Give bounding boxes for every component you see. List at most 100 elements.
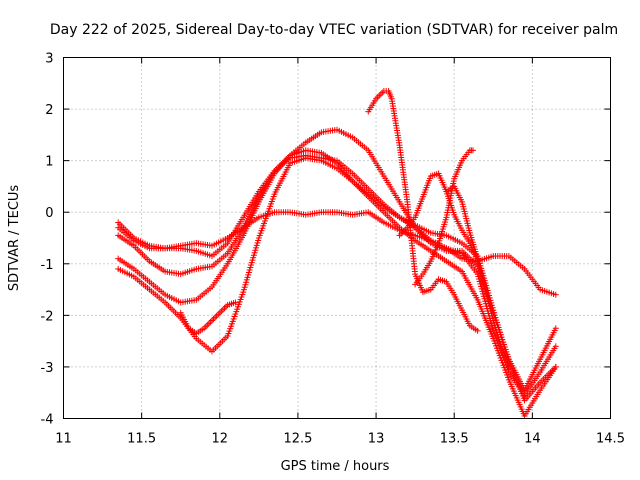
x-tick-label: 13 — [368, 432, 385, 447]
trace-point — [184, 323, 191, 330]
trace-point — [207, 285, 214, 292]
trace-point — [395, 196, 402, 203]
trace-point — [204, 322, 211, 329]
trace-point — [202, 323, 209, 330]
trace-point — [481, 284, 488, 291]
trace-point — [505, 353, 512, 360]
trace-point — [160, 267, 167, 274]
trace-point — [144, 277, 151, 284]
trace-point — [450, 209, 457, 216]
trace-point — [536, 358, 543, 365]
trace-point — [449, 289, 456, 296]
trace-point — [347, 168, 354, 175]
trace-point — [300, 141, 307, 148]
trace-point — [489, 325, 496, 332]
trace-point — [441, 256, 448, 263]
trace-point — [418, 273, 425, 280]
x-tick-label: 14.5 — [596, 432, 625, 447]
trace-point — [473, 253, 480, 260]
trace-point — [505, 361, 512, 368]
trace-point — [213, 312, 220, 319]
trace-point — [457, 196, 464, 203]
trace-point — [199, 326, 206, 333]
trace-point — [434, 242, 441, 249]
trace-point — [270, 193, 277, 200]
trace-point — [441, 232, 448, 239]
x-tick-label: 12 — [212, 432, 229, 447]
trace-point — [442, 216, 449, 223]
trace-point — [379, 170, 386, 177]
trace-point — [144, 244, 151, 251]
y-tick-label: -1 — [41, 258, 54, 273]
trace-point — [387, 93, 394, 100]
trace-point — [222, 241, 229, 248]
chart-title: Day 222 of 2025, Sidereal Day-to-day VTE… — [50, 22, 618, 38]
trace-point — [535, 284, 542, 291]
trace-point — [219, 306, 226, 313]
trace-point — [238, 226, 245, 233]
y-tick-label: 0 — [45, 206, 53, 221]
trace-point — [128, 235, 135, 242]
trace-point — [473, 269, 480, 276]
trace-point — [238, 216, 245, 223]
trace-point — [253, 215, 260, 222]
y-axis-label: SDTVAR / TECUs — [7, 185, 22, 292]
trace-point — [363, 184, 370, 191]
trace-point — [175, 313, 182, 320]
data-point — [216, 309, 223, 316]
trace-point — [488, 253, 495, 260]
trace-point — [441, 246, 448, 253]
x-tick-label: 14 — [524, 432, 541, 447]
trace-point — [410, 216, 417, 223]
trace-point — [254, 201, 261, 208]
trace-point — [175, 298, 182, 305]
trace-point — [425, 246, 432, 253]
trace-point — [457, 304, 464, 311]
trace-point — [128, 272, 135, 279]
trace-point — [519, 264, 526, 271]
trace-point — [331, 164, 338, 171]
trace-point — [269, 209, 276, 216]
trace-point — [218, 308, 225, 315]
trace-point — [457, 267, 464, 274]
trace-point — [425, 287, 432, 294]
trace-point — [207, 319, 214, 326]
trace-point — [456, 239, 463, 246]
trace-point — [377, 91, 384, 98]
trace-point — [441, 278, 448, 285]
trace-point — [191, 266, 198, 273]
trace-point — [160, 290, 167, 297]
data-points — [115, 88, 559, 419]
trace-point — [379, 207, 386, 214]
trace-point — [383, 88, 390, 95]
trace-point — [331, 127, 338, 134]
trace-point — [144, 256, 151, 263]
trace-point — [255, 237, 262, 244]
trace-point — [456, 247, 463, 254]
trace-point — [473, 294, 480, 301]
trace-point — [497, 340, 504, 347]
y-tick-label: -2 — [41, 309, 54, 324]
trace-point — [331, 157, 338, 164]
y-tick-label: 1 — [45, 155, 53, 170]
trace-point — [468, 147, 475, 154]
trace-point — [472, 326, 479, 333]
trace-point — [378, 218, 385, 225]
trace-point — [551, 366, 558, 373]
grid — [63, 57, 611, 419]
trace-point — [425, 228, 432, 235]
x-axis-label: GPS time / hours — [281, 459, 390, 474]
trace-point — [128, 264, 135, 271]
plot-frame — [63, 57, 611, 419]
trace-point — [465, 238, 472, 245]
trace-point — [239, 291, 246, 298]
trace-point — [411, 268, 418, 275]
x-tick-label: 12.5 — [283, 432, 312, 447]
trace-point — [285, 154, 292, 161]
trace-point — [223, 303, 230, 310]
trace-point — [535, 389, 542, 396]
y-tick-label: -4 — [41, 413, 54, 428]
x-tick-label: 13.5 — [440, 432, 469, 447]
